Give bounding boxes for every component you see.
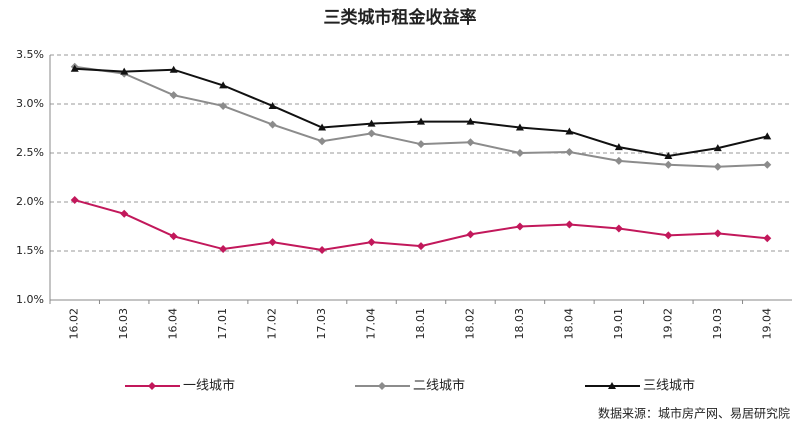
data-point [763,132,772,140]
data-point [565,127,574,135]
x-tick-label: 18.01 [414,308,427,340]
data-point [614,143,623,151]
data-point [417,140,425,149]
data-point [515,149,524,157]
legend-label: 二线城市 [413,378,465,394]
x-tick-label: 18.02 [463,308,476,340]
data-point [219,81,228,89]
data-point [664,160,673,169]
data-point [120,67,129,75]
y-tick-label: 1.0% [16,293,44,306]
data-point [515,123,524,131]
data-point [70,64,79,72]
x-tick-label: 18.04 [562,308,575,340]
x-tick-label: 17.03 [315,308,328,340]
x-tick-label: 19.04 [760,308,773,340]
source-note: 数据来源：城市房产网、易居研究院 [598,406,790,421]
data-point [169,65,178,73]
legend-label: 一线城市 [183,378,235,394]
data-point [466,117,475,125]
legend-marker [378,382,386,390]
x-tick-label: 17.02 [266,308,279,340]
data-point [219,245,228,254]
data-point [515,222,524,231]
data-point [466,138,475,147]
data-point [664,151,673,159]
y-tick-label: 1.5% [16,244,44,257]
x-tick-label: 19.01 [612,308,625,340]
data-point [268,101,277,109]
data-point [70,196,79,205]
data-point [318,123,327,131]
y-tick-label: 3.5% [16,48,44,61]
x-tick-label: 17.01 [216,308,229,340]
data-point [713,162,722,171]
data-point [417,117,425,125]
legend-marker [148,382,156,390]
data-point [318,246,327,255]
data-point [713,144,722,152]
data-point [614,224,623,233]
legend-label: 三线城市 [643,378,695,394]
x-tick-label: 16.03 [117,308,130,340]
x-tick-label: 18.03 [513,308,526,340]
data-point [713,229,722,238]
data-point [120,209,129,218]
data-point [268,238,277,247]
x-tick-label: 19.03 [711,308,724,340]
data-point [367,238,376,247]
data-point [763,160,772,169]
data-point [318,137,327,146]
data-point [565,220,574,229]
chart-title: 三类城市租金收益率 [324,7,477,28]
y-tick-label: 2.0% [16,195,44,208]
data-point [664,231,673,240]
data-point [614,156,623,165]
x-tick-label: 16.02 [68,308,81,340]
legend-marker [608,382,616,389]
data-point [367,119,376,127]
data-point [169,232,178,241]
data-point [417,242,425,251]
data-point [169,91,178,100]
y-tick-label: 3.0% [16,97,44,110]
data-point [367,129,376,138]
series-line [74,65,768,168]
data-point [763,234,772,243]
x-tick-label: 17.04 [365,308,378,340]
data-point [219,101,228,110]
data-point [268,120,277,129]
x-tick-label: 16.04 [167,308,180,340]
x-tick-label: 19.02 [661,308,674,340]
data-point [466,230,475,239]
y-tick-label: 2.5% [16,146,44,159]
data-point [565,148,574,157]
